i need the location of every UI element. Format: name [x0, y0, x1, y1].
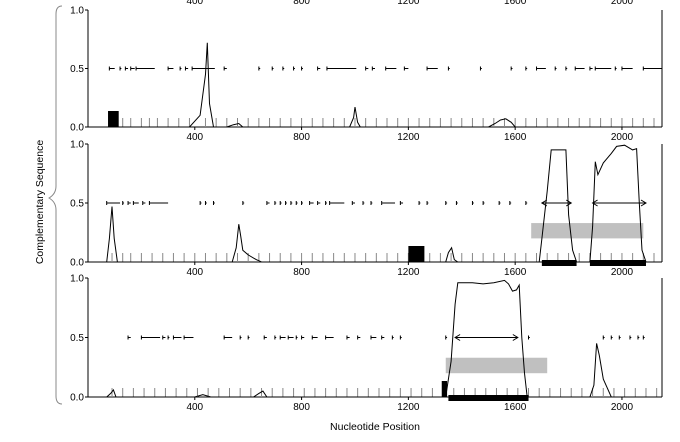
baseline-bar	[441, 381, 448, 397]
y-tick-label: 0.5	[70, 333, 84, 344]
x-tick-label: 1200	[397, 132, 420, 143]
top-tick-label: 1200	[397, 0, 420, 7]
x-tick-label: 400	[186, 267, 203, 278]
y-tick-label: 1.0	[70, 6, 84, 17]
shaded-region	[531, 223, 644, 239]
y-tick-label: 0.5	[70, 64, 84, 75]
x-tick-label: 1200	[397, 267, 420, 278]
top-tick-label: 800	[293, 0, 310, 7]
panel-brace	[47, 5, 63, 405]
baseline-bar	[589, 260, 646, 266]
arrow-head-right	[640, 199, 647, 207]
series-line	[106, 42, 662, 128]
x-tick-label: 1600	[504, 267, 527, 278]
x-tick-label: 400	[186, 402, 203, 413]
series-line	[106, 279, 662, 398]
x-tick-label: 2000	[611, 132, 634, 143]
top-tick-label: 1600	[504, 0, 527, 7]
top-tick-label: 2000	[611, 0, 634, 7]
x-tick-label: 800	[293, 402, 310, 413]
arrow-head-left	[591, 199, 598, 207]
y-tick-label: 0.5	[70, 199, 84, 210]
y-tick-label: 1.0	[70, 140, 84, 151]
x-axis-label: Nucleotide Position	[330, 421, 420, 433]
y-tick-label: 0.0	[70, 123, 84, 134]
y-axis-label: Complementary Sequence	[34, 140, 46, 264]
panel-1: 0.0 0.5 1.0 400 800 1200 1600 2000	[70, 6, 663, 143]
baseline-bar	[112, 111, 119, 127]
top-tick-label: 400	[186, 0, 203, 7]
baseline-bar	[108, 111, 114, 127]
baseline-bar	[448, 395, 529, 401]
y-tick-label: 1.0	[70, 274, 84, 285]
baseline-bar	[408, 246, 420, 262]
x-tick-label: 1600	[504, 132, 527, 143]
y-tick-label: 0.0	[70, 393, 84, 404]
x-tick-label: 2000	[611, 402, 634, 413]
arrow-head-left	[454, 334, 461, 341]
x-tick-label: 800	[293, 267, 310, 278]
y-tick-label: 0.0	[70, 258, 84, 269]
x-tick-label: 1200	[397, 402, 420, 413]
x-tick-label: 400	[186, 132, 203, 143]
x-tick-label: 800	[293, 132, 310, 143]
panel-3: 0.0 0.5 1.0 400 800 1200 1600 2000	[70, 274, 663, 413]
baseline-bar	[416, 246, 425, 262]
x-tick-label: 2000	[611, 267, 634, 278]
baseline-bar	[541, 260, 577, 266]
arrow-head-right	[512, 334, 519, 341]
x-tick-label: 1600	[504, 402, 527, 413]
panel-2: 0.0 0.5 1.0 400 800 1200 1600 2000	[70, 140, 663, 278]
series-line	[106, 144, 662, 263]
shaded-region	[445, 357, 548, 374]
